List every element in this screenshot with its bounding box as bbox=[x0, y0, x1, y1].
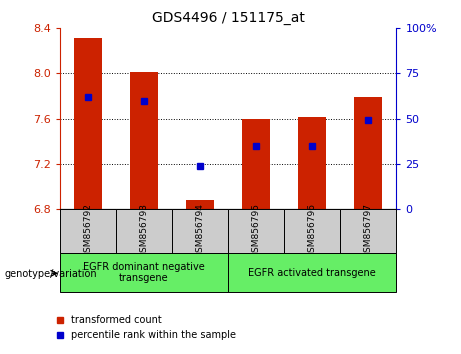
Bar bbox=[242, 119, 270, 209]
Text: GSM856792: GSM856792 bbox=[83, 204, 93, 258]
Bar bbox=[172, 209, 228, 253]
Bar bbox=[298, 118, 326, 209]
Text: GSM856794: GSM856794 bbox=[195, 204, 205, 258]
Bar bbox=[130, 72, 158, 209]
Bar bbox=[228, 209, 284, 253]
Text: EGFR dominant negative
transgene: EGFR dominant negative transgene bbox=[83, 262, 205, 284]
Bar bbox=[228, 253, 396, 292]
Bar bbox=[116, 209, 172, 253]
Text: genotype/variation: genotype/variation bbox=[5, 269, 97, 279]
Bar bbox=[355, 97, 383, 209]
Text: transformed count: transformed count bbox=[71, 315, 162, 325]
Text: percentile rank within the sample: percentile rank within the sample bbox=[71, 330, 236, 339]
Bar bbox=[74, 39, 102, 209]
Title: GDS4496 / 151175_at: GDS4496 / 151175_at bbox=[152, 11, 305, 24]
Text: GSM856793: GSM856793 bbox=[140, 204, 148, 258]
Bar bbox=[60, 209, 116, 253]
Bar bbox=[340, 209, 396, 253]
Text: GSM856795: GSM856795 bbox=[252, 204, 261, 258]
Bar bbox=[186, 200, 214, 209]
Text: GSM856797: GSM856797 bbox=[364, 204, 373, 258]
Text: EGFR activated transgene: EGFR activated transgene bbox=[248, 268, 376, 278]
Bar bbox=[284, 209, 340, 253]
Bar bbox=[60, 253, 228, 292]
Text: GSM856796: GSM856796 bbox=[308, 204, 317, 258]
